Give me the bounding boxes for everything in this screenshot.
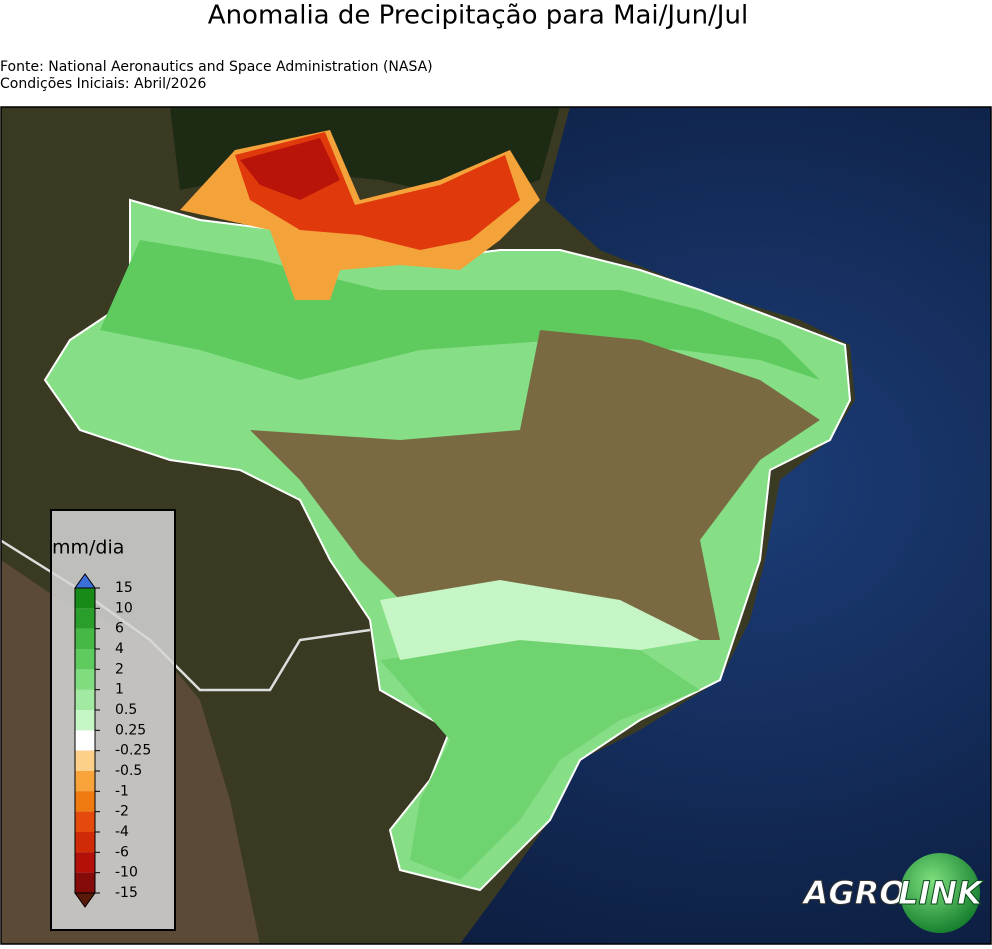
colorbar-bin <box>75 730 95 751</box>
colorbar-tick-label: -1 <box>115 783 129 799</box>
colorbar-tick-label: 6 <box>115 621 124 637</box>
logo-right: LINK <box>898 874 984 912</box>
logo-left: AGRO <box>801 874 907 912</box>
colorbar-bin <box>75 771 95 792</box>
colorbar-tick-label: -10 <box>115 865 138 881</box>
colorbar-tick-label: 10 <box>115 600 133 616</box>
colorbar-bin <box>75 608 95 629</box>
south-positive <box>380 640 700 880</box>
colorbar-tick-label: 0.5 <box>115 702 137 718</box>
colorbar-tick-label: -15 <box>115 885 138 901</box>
colorbar-tick-label: 1 <box>115 682 124 698</box>
colorbar-bin <box>75 669 95 690</box>
colorbar-bin <box>75 811 95 832</box>
strongest-negative-anomaly <box>240 138 340 200</box>
map-frame <box>0 106 992 945</box>
colorbar-tick-label: 0.25 <box>115 722 146 738</box>
colorbar-bin <box>75 689 95 710</box>
logo: AGRO LINK <box>800 853 985 933</box>
weak-positive-band <box>380 580 700 660</box>
colorbar-tick-label: -0.5 <box>115 763 142 779</box>
colorbar-tick-label: 2 <box>115 661 124 677</box>
colorbar-bin <box>75 750 95 771</box>
title: Anomalia de Precipitação para Mai/Jun/Ju… <box>208 1 748 31</box>
colorbar-tick-label: -2 <box>115 804 129 820</box>
colorbar-bin <box>75 852 95 873</box>
colorbar-tick-label: 15 <box>115 580 133 596</box>
colorbar-bin <box>75 710 95 731</box>
colorbar-tick-label: -6 <box>115 844 129 860</box>
colorbar-tick-label: -4 <box>115 824 129 840</box>
initial-conditions: Condições Iniciais: Abril/2026 <box>0 76 206 92</box>
colorbar-panel <box>50 509 176 931</box>
source: Fonte: National Aeronautics and Space Ad… <box>0 59 433 75</box>
dry-interior <box>250 330 820 640</box>
colorbar-bin <box>75 872 95 893</box>
colorbar-bin <box>75 791 95 812</box>
colorbar-tick-label: -0.25 <box>115 743 151 759</box>
colorbar-bin <box>75 649 95 670</box>
colorbar-outline <box>74 587 96 894</box>
logo-ball <box>900 853 980 933</box>
colorbar: mm/dia 15 10 6 4 2 1 0.5 0.25 -0.25 -0.5 -1 -2 -4 -6 -… <box>50 509 176 931</box>
colorbar-bin <box>75 832 95 853</box>
colorbar-bin <box>75 588 95 609</box>
colorbar-tick-label: 4 <box>115 641 124 657</box>
colorbar-bin <box>75 628 95 649</box>
colorbar-label: mm/dia <box>52 537 124 559</box>
